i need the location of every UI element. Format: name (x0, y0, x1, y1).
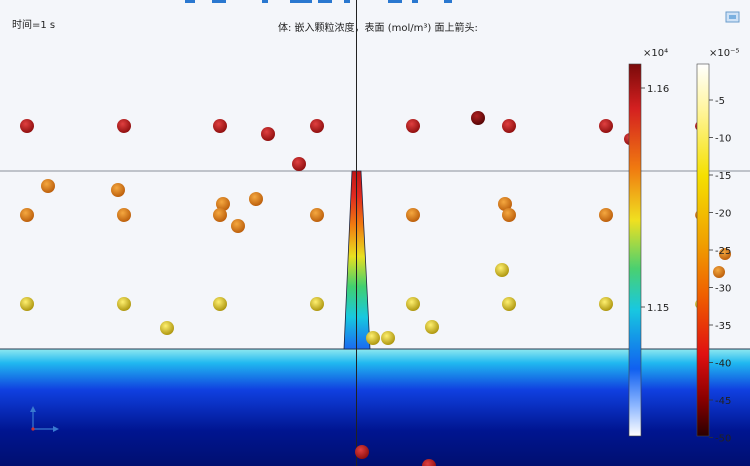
particle (502, 119, 516, 133)
colorbar-secondary-tick: -10 (715, 134, 731, 145)
particle (20, 208, 34, 222)
time-label: 时间=1 s (12, 18, 55, 31)
colorbar-main-multiplier: ×10⁴ (643, 48, 668, 59)
plot-title: 体: 嵌入颗粒浓度，表面 (mol/m³) 面上箭头: (278, 21, 478, 34)
colorbar-secondary-tick: -50 (715, 434, 731, 445)
particle (117, 297, 131, 311)
colorbar-secondary-tick: -25 (715, 246, 731, 257)
particle (599, 208, 613, 222)
colorbar-main-tick: 1.16 (647, 84, 669, 95)
particles (20, 111, 731, 466)
particle (381, 331, 395, 345)
particle (502, 297, 516, 311)
particle (355, 445, 369, 459)
particle (292, 157, 306, 171)
particle (213, 297, 227, 311)
particle (366, 331, 380, 345)
snapshot-icon[interactable] (725, 11, 740, 23)
particle (111, 183, 125, 197)
colorbar-secondary: ×10⁻⁵ -5 -10 -15 -20 -25 -30 -35 -40 -45 -50 (696, 48, 739, 445)
particle (713, 266, 725, 278)
particle (20, 297, 34, 311)
colorbar-secondary-tick: -45 (715, 396, 731, 407)
particle (599, 119, 613, 133)
particle (502, 208, 516, 222)
particle (310, 119, 324, 133)
particle (406, 297, 420, 311)
colorbar-secondary-tick: -30 (715, 284, 731, 295)
colorbar-secondary-tick: -15 (715, 171, 731, 182)
particle (160, 321, 174, 335)
axis-triad-icon (30, 406, 59, 432)
particle (422, 459, 436, 466)
particle (117, 208, 131, 222)
particle (249, 192, 263, 206)
particle (20, 119, 34, 133)
particle (471, 111, 485, 125)
particle (406, 208, 420, 222)
particle (117, 119, 131, 133)
colorbar-secondary-multiplier: ×10⁻⁵ (709, 48, 739, 59)
particle (498, 197, 512, 211)
colorbar-secondary-tick: -20 (715, 209, 731, 220)
colorbar-secondary-tick: -5 (715, 96, 725, 107)
particle (213, 119, 227, 133)
particle (719, 248, 731, 260)
particle (495, 263, 509, 277)
particle (310, 297, 324, 311)
particle (216, 197, 230, 211)
colorbar-secondary-bar (696, 63, 710, 437)
toolbar-icons[interactable] (185, 0, 452, 3)
colorbar-main-tick: 1.15 (647, 303, 669, 314)
particle (213, 208, 227, 222)
colorbar-secondary-tick: -40 (715, 359, 731, 370)
particle (599, 297, 613, 311)
particle (425, 320, 439, 334)
colorbar-secondary-tick: -35 (715, 321, 731, 332)
colorbar-main: ×10⁴ 1.16 1.15 (628, 48, 669, 437)
particle (310, 208, 324, 222)
particle (41, 179, 55, 193)
particle (406, 119, 420, 133)
particle (261, 127, 275, 141)
particle (231, 219, 245, 233)
colorbar-main-bar (628, 63, 642, 437)
concentration-band (0, 349, 750, 466)
